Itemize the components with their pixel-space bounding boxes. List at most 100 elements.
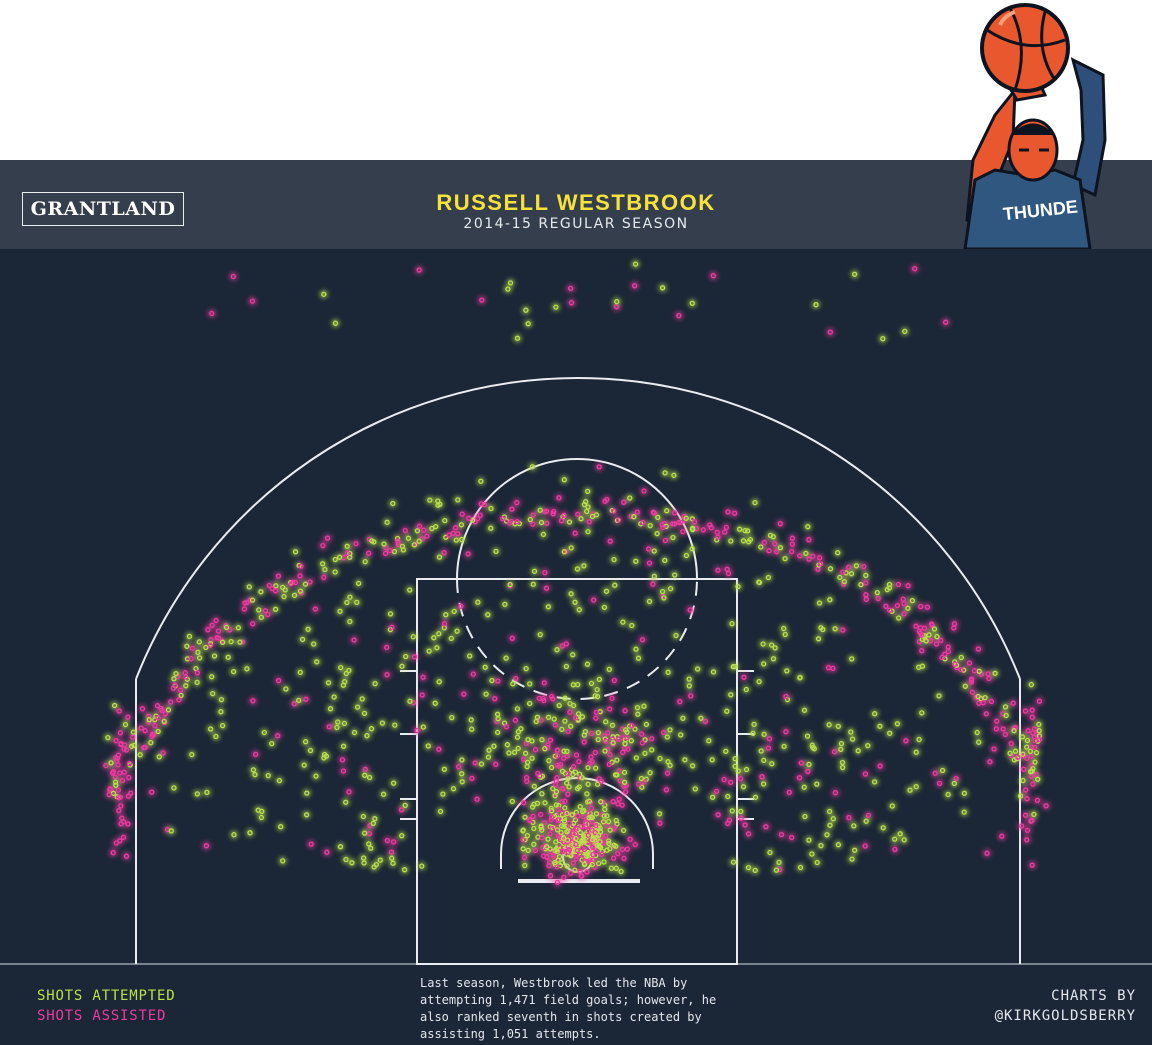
shot-assisted-mark	[130, 734, 136, 740]
shot-glow	[804, 535, 814, 545]
shot-assisted-mark	[638, 731, 645, 737]
shot-glow	[401, 652, 411, 661]
shot-assisted-mark	[479, 297, 485, 303]
shot-glow	[459, 689, 469, 699]
shot-glow	[894, 613, 904, 623]
shot-assisted-mark	[170, 685, 177, 691]
shot-glow	[207, 672, 217, 682]
shot-glow	[990, 668, 1000, 678]
shot-glow	[688, 761, 698, 771]
shot-glow	[593, 728, 603, 738]
shot-glow	[273, 571, 283, 581]
shot-glow	[364, 548, 374, 558]
shot-assisted-mark	[576, 758, 582, 765]
shot-assisted-mark	[125, 714, 131, 720]
shot-assisted-mark	[971, 668, 978, 674]
shot-assisted-mark	[827, 329, 833, 335]
shot-attempted-mark	[361, 710, 368, 717]
shot-assisted-mark	[477, 512, 483, 518]
shot-attempted-mark	[579, 714, 586, 720]
shot-assisted-mark	[991, 746, 997, 752]
shot-glow	[860, 769, 870, 779]
shot-assisted-mark	[346, 789, 352, 795]
shot-assisted-mark	[723, 524, 729, 531]
shot-attempted-mark	[633, 755, 640, 761]
shot-assisted-mark	[905, 583, 911, 589]
shot-attempted-mark	[826, 722, 832, 728]
shot-glow	[477, 295, 487, 305]
shot-attempted-mark	[584, 791, 590, 797]
shot-attempted-mark	[830, 816, 836, 822]
grantland-logo[interactable]: GRANTLAND	[22, 192, 184, 226]
shot-attempted-mark	[389, 855, 395, 861]
shot-attempted-mark	[1012, 748, 1019, 754]
shot-glow	[554, 493, 564, 503]
shot-glow	[338, 755, 347, 765]
shot-glow	[582, 789, 592, 799]
shot-glow	[851, 561, 861, 571]
shot-glow	[319, 572, 329, 582]
shot-glow	[917, 646, 927, 656]
shot-glow	[847, 654, 857, 664]
shot-glow	[279, 592, 289, 602]
shot-attempted-mark	[632, 726, 638, 732]
shot-attempted-mark	[1024, 737, 1031, 744]
credit-line-1: CHARTS BY	[1051, 988, 1136, 1004]
shot-glow	[815, 553, 825, 563]
shot-glow	[1026, 680, 1036, 690]
shot-assisted-mark	[545, 745, 551, 751]
shot-glow	[825, 327, 835, 337]
shot-glow	[870, 709, 880, 719]
shot-glow	[244, 582, 254, 592]
shot-assisted-mark	[149, 789, 155, 795]
shot-glow	[360, 708, 369, 718]
shot-attempted-mark	[369, 538, 375, 544]
shot-glow	[787, 833, 797, 842]
shot-assisted-mark	[999, 833, 1005, 839]
shot-assisted-mark	[805, 768, 811, 775]
shot-glow	[1001, 711, 1011, 720]
shot-glow	[566, 283, 576, 293]
shot-glow	[342, 598, 352, 607]
shot-attempted-mark	[436, 679, 442, 685]
shot-assisted-mark	[389, 624, 395, 630]
shot-attempted-mark	[724, 708, 730, 714]
shot-assisted-mark	[526, 816, 533, 823]
shot-glow	[214, 626, 223, 636]
shot-assisted-mark	[1033, 771, 1039, 778]
shot-assisted-mark	[503, 724, 510, 730]
shot-attempted-mark	[606, 666, 612, 673]
shot-glow	[705, 520, 715, 530]
shot-attempted-mark	[540, 531, 547, 538]
shot-glow	[796, 758, 806, 768]
shot-glow	[194, 637, 204, 647]
shot-glow	[440, 619, 449, 629]
shot-attempted-mark	[219, 639, 226, 645]
shot-glow	[119, 832, 128, 842]
shot-glow	[663, 667, 673, 677]
shot-glow	[184, 631, 194, 641]
shot-glow	[1001, 702, 1010, 712]
shot-assisted-mark	[207, 642, 213, 648]
shot-attempted-mark	[782, 555, 788, 562]
shot-glow	[992, 716, 1002, 726]
credit-handle[interactable]: @KIRKGOLDSBERRY	[994, 1008, 1136, 1024]
shot-assisted-mark	[205, 627, 211, 633]
shot-glow	[775, 543, 785, 553]
shot-glow	[968, 687, 977, 697]
shot-glow	[360, 557, 370, 567]
shot-assisted-mark	[424, 533, 430, 539]
shot-attempted-mark	[491, 743, 497, 749]
shot-attempted-mark	[527, 681, 533, 687]
shot-glow	[434, 677, 444, 687]
shot-assisted-mark	[742, 822, 748, 828]
shot-assisted-mark	[1028, 753, 1034, 759]
shot-attempted-mark	[332, 320, 339, 326]
shot-glow	[491, 546, 501, 556]
shot-assisted-mark	[589, 819, 596, 825]
shot-glow	[508, 679, 518, 689]
shot-glow	[781, 727, 791, 737]
shot-attempted-mark	[633, 558, 639, 564]
shot-assisted-mark	[677, 698, 683, 705]
shot-assisted-mark	[420, 674, 426, 680]
